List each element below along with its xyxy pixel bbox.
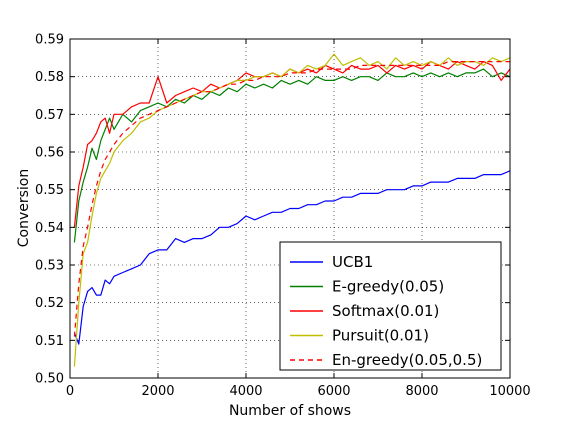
y-tick-label: 0.58	[35, 70, 64, 85]
series-line-pursuit-0-01	[73, 53, 511, 367]
x-tick-label: 6000	[317, 384, 350, 399]
legend-label: E-greedy(0.05)	[332, 278, 444, 296]
legend-label: Softmax(0.01)	[332, 302, 439, 320]
plot-area-frame	[69, 38, 511, 379]
y-tick-label: 0.51	[35, 334, 64, 349]
x-tick-label: 2000	[141, 384, 174, 399]
x-axis-label: Number of shows	[229, 403, 351, 419]
y-tick-label: 0.53	[35, 259, 64, 274]
x-tick-label: 8000	[405, 384, 438, 399]
x-tick-label: 4000	[229, 384, 262, 399]
y-tick-label: 0.59	[35, 33, 64, 48]
series-lines	[73, 53, 511, 367]
y-tick-label: 0.55	[35, 183, 64, 198]
x-tick-label: 10000	[489, 384, 530, 399]
axis-ticks: 0 2000 4000 6000 8000 10000 0.50 0.51 0.52 0.53 0.…	[35, 33, 531, 400]
y-tick-label: 0.57	[35, 108, 64, 123]
legend-label: Pursuit(0.01)	[332, 327, 429, 345]
y-tick-label: 0.54	[35, 221, 64, 236]
series-line-e-greedy-0-05	[73, 68, 511, 243]
series-line-ucb1	[73, 170, 511, 345]
legend: UCB1 E-greedy(0.05) Softmax(0.01) Pursuit(0…	[279, 241, 502, 371]
legend-box	[279, 241, 502, 371]
y-tick-label: 0.52	[35, 296, 64, 311]
y-tick-label: 0.50	[35, 372, 64, 387]
legend-label: UCB1	[332, 253, 373, 271]
y-axis-label: Conversion	[16, 169, 32, 248]
y-tick-label: 0.56	[35, 146, 64, 161]
x-tick-label: 0	[66, 384, 74, 399]
legend-label: En-greedy(0.05,0.5)	[332, 351, 482, 369]
